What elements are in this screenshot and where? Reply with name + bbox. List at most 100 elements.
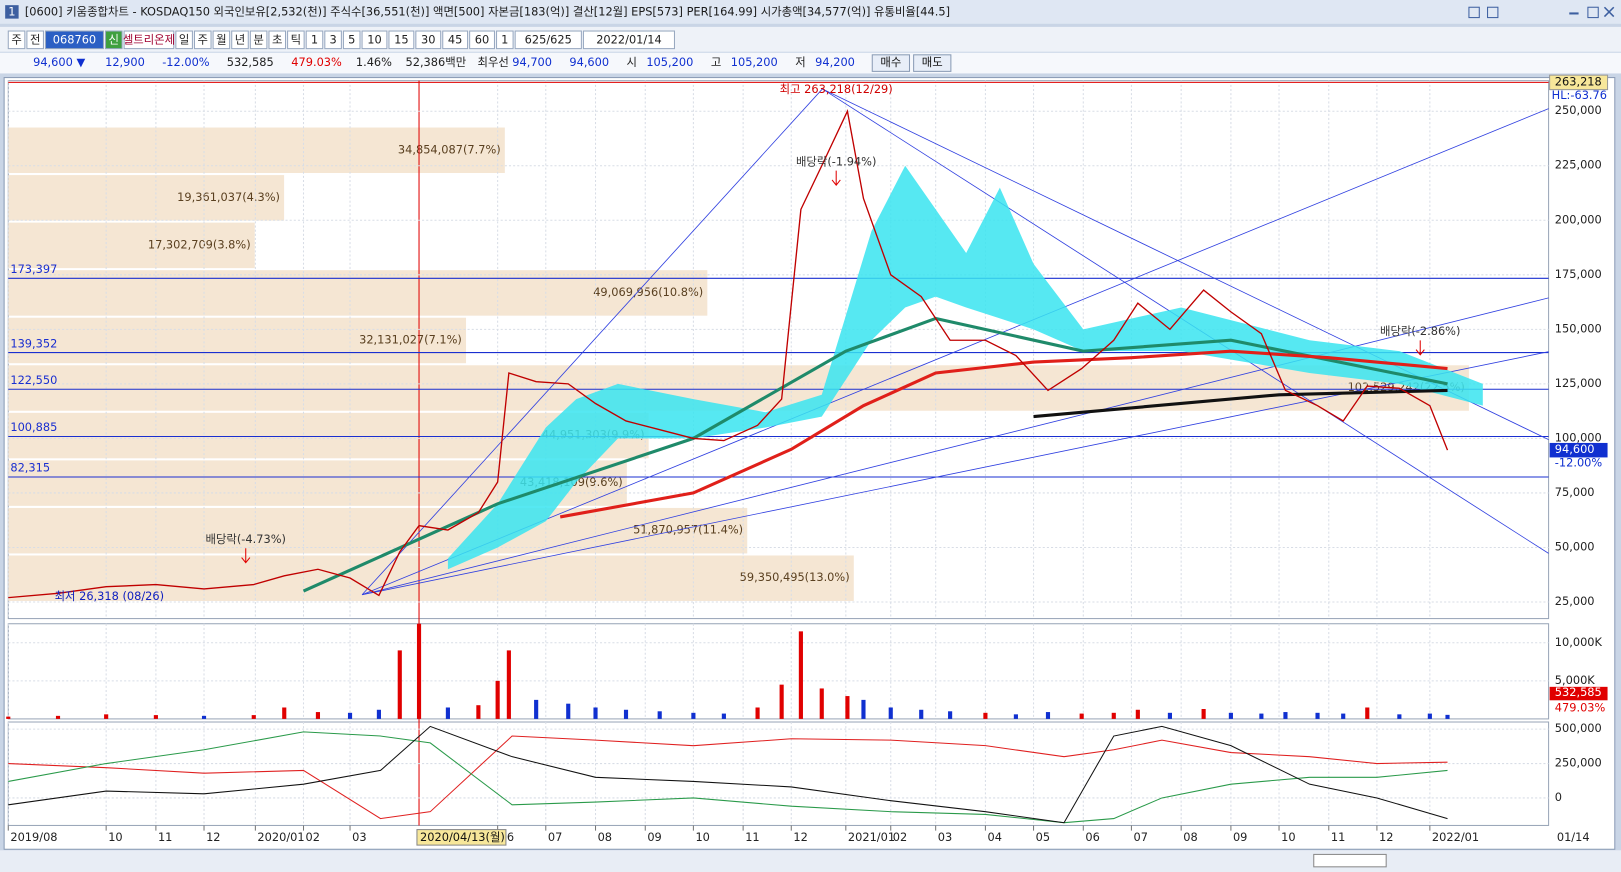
volume-bar xyxy=(153,715,158,719)
volume-bar xyxy=(6,716,11,719)
toolbar-button[interactable] xyxy=(175,30,193,50)
order-button-label[interactable]: 매수 xyxy=(880,55,901,69)
toolbar-label[interactable]: 월 xyxy=(216,32,226,46)
toolbar-label[interactable]: 30 xyxy=(421,32,435,46)
toolbar-label[interactable]: 신 xyxy=(109,32,119,46)
toolbar-label[interactable]: 5 xyxy=(348,32,355,46)
toolbar-label[interactable]: 2022/01/14 xyxy=(596,32,661,46)
volume-bar xyxy=(1341,713,1346,719)
toolbar-button[interactable] xyxy=(104,30,123,50)
toolbar-label[interactable]: 60 xyxy=(475,32,489,46)
x-tick-label: 06 xyxy=(1085,830,1099,844)
toolbar-label[interactable]: 전 xyxy=(30,32,40,46)
annotation-arrow xyxy=(831,170,841,186)
order-button[interactable] xyxy=(871,54,911,72)
x-tick-label: 10 xyxy=(108,830,122,844)
scroll-thumb[interactable] xyxy=(1313,853,1387,868)
toolbar-label[interactable]: 45 xyxy=(448,32,462,46)
toolbar-button[interactable] xyxy=(324,30,342,50)
annotation-arrow xyxy=(241,548,251,564)
toolbar-button[interactable] xyxy=(268,30,287,50)
toolbar-label[interactable]: 년 xyxy=(235,32,245,46)
toolbar-button[interactable] xyxy=(26,30,44,50)
toolbar-button[interactable] xyxy=(415,30,442,50)
toolbar-button[interactable] xyxy=(7,30,26,50)
y-tick-label: 200,000 xyxy=(1555,212,1602,226)
window-controls[interactable] xyxy=(1468,6,1615,19)
volume-profile-label: 49,069,956(10.8%) xyxy=(593,285,703,299)
toolbar-button[interactable] xyxy=(44,30,104,50)
x-tick-label: 09 xyxy=(1233,830,1247,844)
annotation: 배당락(-1.94%) xyxy=(796,154,876,168)
toolbar-button[interactable] xyxy=(193,30,212,50)
toolbar-label[interactable]: 625/625 xyxy=(525,32,572,46)
toolbar-label[interactable]: 10 xyxy=(367,32,381,46)
cursor-box xyxy=(416,829,507,846)
price-line xyxy=(302,316,1448,593)
toolbar-label[interactable]: 셀트리온제 xyxy=(123,32,175,46)
volume-bar xyxy=(347,712,353,719)
volume-bar xyxy=(476,705,481,719)
toolbar-button[interactable] xyxy=(361,30,388,50)
last-change: -12.00% xyxy=(1555,456,1603,470)
x-tick-label: 02 xyxy=(893,830,907,844)
order-button-label[interactable]: 매도 xyxy=(922,55,943,69)
app-icon-text: 1 xyxy=(8,4,15,18)
price-line xyxy=(559,349,1448,519)
level-label: 173,397 xyxy=(10,262,57,276)
toolbar-label[interactable]: 주 xyxy=(198,32,208,46)
quote-field: 105,200 xyxy=(731,55,778,69)
quote-field: 479.03% xyxy=(291,55,342,69)
toolbar-button[interactable] xyxy=(582,30,675,50)
scrollbar[interactable] xyxy=(0,850,1621,872)
volume-bar xyxy=(495,680,500,719)
volume-bar xyxy=(1013,714,1018,719)
toolbar-button[interactable] xyxy=(388,30,415,50)
toolbar-button[interactable] xyxy=(249,30,268,50)
level-label: 100,885 xyxy=(10,420,57,434)
x-tick-label: 10 xyxy=(695,830,709,844)
volume-profile-bar xyxy=(8,175,285,221)
toolbar-label[interactable]: 분 xyxy=(253,32,263,46)
toolbar-label[interactable]: 3 xyxy=(329,32,336,46)
y-tick-label: 100,000 xyxy=(1555,430,1602,444)
toolbar-button[interactable] xyxy=(287,30,305,50)
order-button[interactable] xyxy=(913,54,952,72)
toolbar-label[interactable]: 틱 xyxy=(291,32,301,46)
trend-line xyxy=(361,108,1549,596)
price-line xyxy=(1033,388,1448,419)
toolbar-button[interactable] xyxy=(123,30,175,50)
y-tick-label: 5,000K xyxy=(1555,673,1596,687)
high-box xyxy=(1549,74,1609,91)
volume-bar xyxy=(798,631,803,719)
toolbar-button[interactable] xyxy=(496,30,514,50)
toolbar-button[interactable] xyxy=(305,30,324,50)
toolbar-label[interactable]: 15 xyxy=(394,32,408,46)
volume-profile-bar xyxy=(8,365,1469,411)
toolbar-button[interactable] xyxy=(231,30,249,50)
toolbar-button[interactable] xyxy=(442,30,469,50)
toolbar-button[interactable] xyxy=(342,30,361,50)
toolbar-label[interactable]: 일 xyxy=(179,32,189,46)
level-label: 82,315 xyxy=(10,461,50,475)
toolbar-label[interactable]: 주 xyxy=(11,32,21,46)
volume-bar xyxy=(1283,712,1288,719)
volume-bar xyxy=(397,650,402,719)
volume-bar xyxy=(888,707,893,719)
volume-bar xyxy=(593,707,598,719)
volume-bar xyxy=(1135,709,1140,719)
toolbar-button[interactable] xyxy=(212,30,231,50)
toolbar-button[interactable] xyxy=(514,30,582,50)
toolbar-label[interactable]: 1 xyxy=(501,32,508,46)
toolbar-label[interactable]: 초 xyxy=(272,32,282,46)
quote-field: 94,200 xyxy=(815,55,855,69)
x-tick-label: 07 xyxy=(1133,830,1147,844)
toolbar-button[interactable] xyxy=(469,30,495,50)
volume-last-pct: 479.03% xyxy=(1555,701,1606,715)
x-end-label: 01/14 xyxy=(1557,830,1590,844)
chart-layer: 주 전 068760 신 셀트리온제 일 주 월 년 분 초 틱 1 3 5 10 15 30 45 60 1 625/6… xyxy=(6,30,1609,846)
toolbar-label[interactable]: 068760 xyxy=(53,32,96,46)
toolbar-label[interactable]: 1 xyxy=(311,32,318,46)
volume-profile-bar xyxy=(8,555,854,601)
x-tick-label: 2021/01 xyxy=(848,830,895,844)
